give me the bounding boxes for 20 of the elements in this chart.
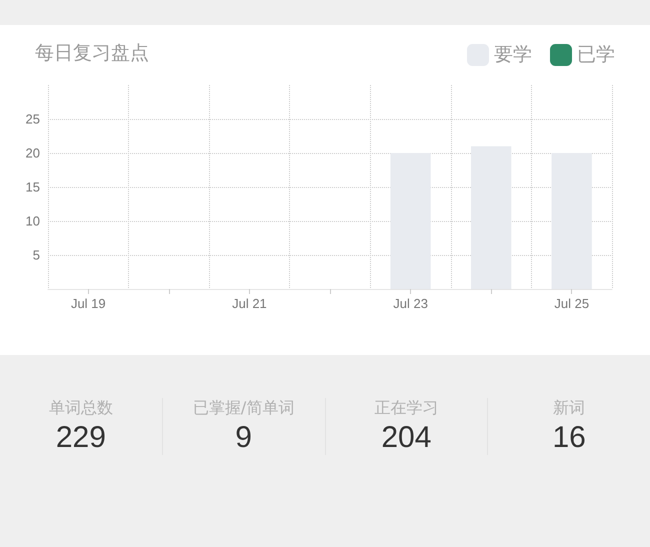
text: 229 [54, 421, 107, 455]
y-tick-label: 15 [26, 180, 40, 194]
y-tick-label: 10 [26, 214, 40, 228]
x-tick-label: Jul 21 [232, 296, 267, 311]
text: 正在学习 [373, 398, 440, 419]
x-tick-label: Jul 23 [393, 296, 428, 311]
y-tick-label: 25 [26, 112, 40, 126]
chart-title: 每日复习盘点 [35, 43, 149, 64]
text: 单词总数 [48, 398, 114, 419]
text: 9 [234, 421, 253, 455]
y-tick-label: 20 [26, 146, 40, 160]
text: 204 [380, 421, 432, 455]
x-tick-label: Jul 19 [70, 296, 106, 311]
text: 已掌握/简单词 [192, 398, 296, 419]
text: 新词 [552, 398, 586, 419]
text: 16 [551, 421, 587, 455]
legend-label: 要学 [494, 44, 532, 66]
x-tick-label: Jul 25 [554, 296, 590, 311]
y-tick-label: 5 [32, 248, 40, 262]
legend-label: 已学 [577, 44, 615, 66]
